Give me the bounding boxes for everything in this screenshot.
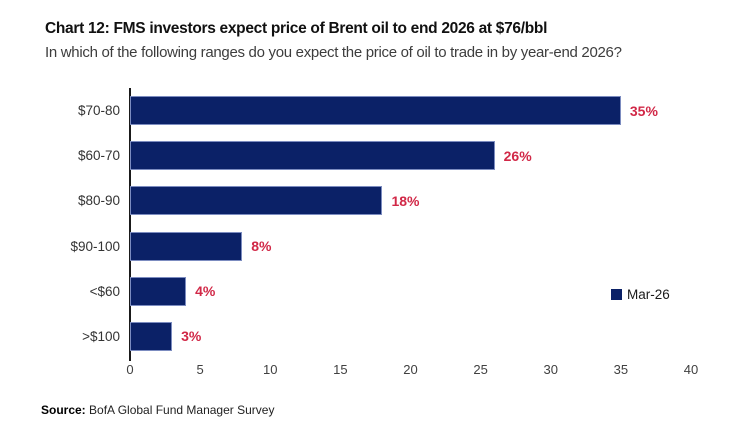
bar-Mar-26 xyxy=(130,231,243,261)
chart-row: $70-80 35% xyxy=(78,88,691,133)
chart-row: >$100 3% xyxy=(82,314,691,359)
x-tick-label: 10 xyxy=(263,362,278,377)
bar-Mar-26 xyxy=(130,276,187,306)
category-label: $90-100 xyxy=(70,238,120,254)
x-tick-label: 5 xyxy=(196,362,204,377)
x-tick-label: 20 xyxy=(403,362,418,377)
x-axis: 0 5 10 15 20 25 30 35 40 xyxy=(126,362,698,382)
category-label: $80-90 xyxy=(77,193,120,209)
x-tick-label: 25 xyxy=(473,362,488,377)
category-label: <$60 xyxy=(89,283,120,299)
legend: Mar-26 xyxy=(611,287,670,302)
value-label: 35% xyxy=(629,102,658,119)
chart-row: <$60 4% xyxy=(90,269,691,314)
x-tick-label: 15 xyxy=(333,362,348,377)
value-label: 4% xyxy=(195,283,216,300)
chart-row: $90-100 8% xyxy=(70,224,691,269)
legend-label: Mar-26 xyxy=(627,287,670,302)
bar-Mar-26 xyxy=(130,186,383,216)
x-tick-label: 30 xyxy=(543,362,558,377)
bar-Mar-26 xyxy=(130,321,173,351)
bar-Mar-26 xyxy=(130,96,621,126)
chart-row: $60-70 26% xyxy=(78,133,691,178)
value-label: 26% xyxy=(503,147,532,164)
source-text: BofA Global Fund Manager Survey xyxy=(85,403,275,417)
plot-area: $70-80 35% $60-70 26% $80-90 18% $90-100 8% <$60… xyxy=(70,88,691,361)
x-tick-label: 40 xyxy=(683,362,699,377)
category-label: $60-70 xyxy=(77,148,120,164)
legend-swatch-icon xyxy=(611,289,622,300)
y-axis-line xyxy=(129,88,131,361)
bar-Mar-26 xyxy=(130,141,495,171)
value-label: 18% xyxy=(391,192,420,209)
value-label: 8% xyxy=(251,238,272,255)
chart-subtitle: In which of the following ranges do you … xyxy=(45,44,622,61)
value-label: 3% xyxy=(181,328,202,345)
x-tick-label: 0 xyxy=(126,362,134,377)
chart-title: Chart 12: FMS investors expect price of … xyxy=(45,20,548,37)
source-note: Source: BofA Global Fund Manager Survey xyxy=(41,403,274,417)
source-label: Source: xyxy=(41,403,86,417)
x-tick-label: 35 xyxy=(613,362,629,377)
category-label: >$100 xyxy=(82,328,120,344)
chart-row: $80-90 18% xyxy=(78,178,691,223)
category-label: $70-80 xyxy=(77,103,120,119)
